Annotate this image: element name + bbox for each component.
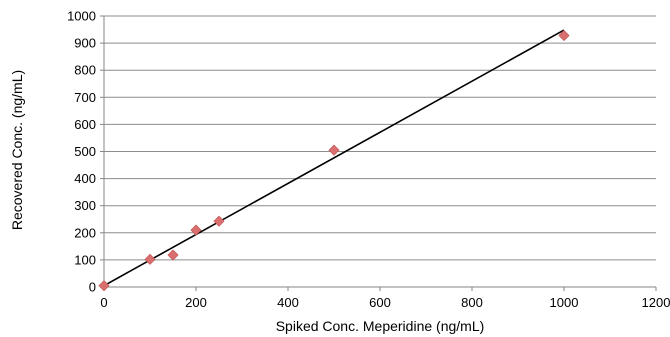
data-point-0 xyxy=(98,280,110,292)
y-tick-label-600: 600 xyxy=(74,117,96,132)
y-tick-label-700: 700 xyxy=(74,90,96,105)
data-point-3 xyxy=(190,224,202,236)
data-point-5 xyxy=(328,144,340,156)
gridlines xyxy=(104,15,656,261)
data-point-6 xyxy=(558,29,570,42)
y-tick-label-900: 900 xyxy=(74,36,96,51)
y-tick-label-400: 400 xyxy=(74,171,96,186)
y-tick-label-800: 800 xyxy=(74,63,96,78)
axes xyxy=(100,15,657,291)
y-axis-title: Recovered Conc. (ng/mL) xyxy=(9,70,25,230)
y-tick-label-100: 100 xyxy=(74,252,96,267)
data-point-2 xyxy=(167,249,179,261)
x-tick-label-600: 600 xyxy=(369,295,391,310)
data-points xyxy=(98,29,570,292)
x-tick-label-1000: 1000 xyxy=(550,295,579,310)
x-tick-label-400: 400 xyxy=(277,295,299,310)
tick-labels: 0 100 200 300 400 500 600 700 800 900 1000 0 200 400 6… xyxy=(67,9,670,311)
data-point-1 xyxy=(144,253,156,265)
y-tick-label-500: 500 xyxy=(74,144,96,159)
x-tick-label-800: 800 xyxy=(461,295,483,310)
y-tick-label-200: 200 xyxy=(74,225,96,240)
y-tick-label-300: 300 xyxy=(74,198,96,213)
y-tick-label-1000: 1000 xyxy=(67,9,96,24)
trendline xyxy=(103,29,565,287)
trendline-layer xyxy=(103,29,565,287)
x-tick-label-1200: 1200 xyxy=(642,295,670,310)
x-tick-label-200: 200 xyxy=(185,295,207,310)
data-point-4 xyxy=(213,215,225,227)
y-tick-label-0: 0 xyxy=(89,280,96,295)
x-axis-title: Spiked Conc. Meperidine (ng/mL) xyxy=(276,318,485,334)
x-tick-label-0: 0 xyxy=(100,295,107,310)
